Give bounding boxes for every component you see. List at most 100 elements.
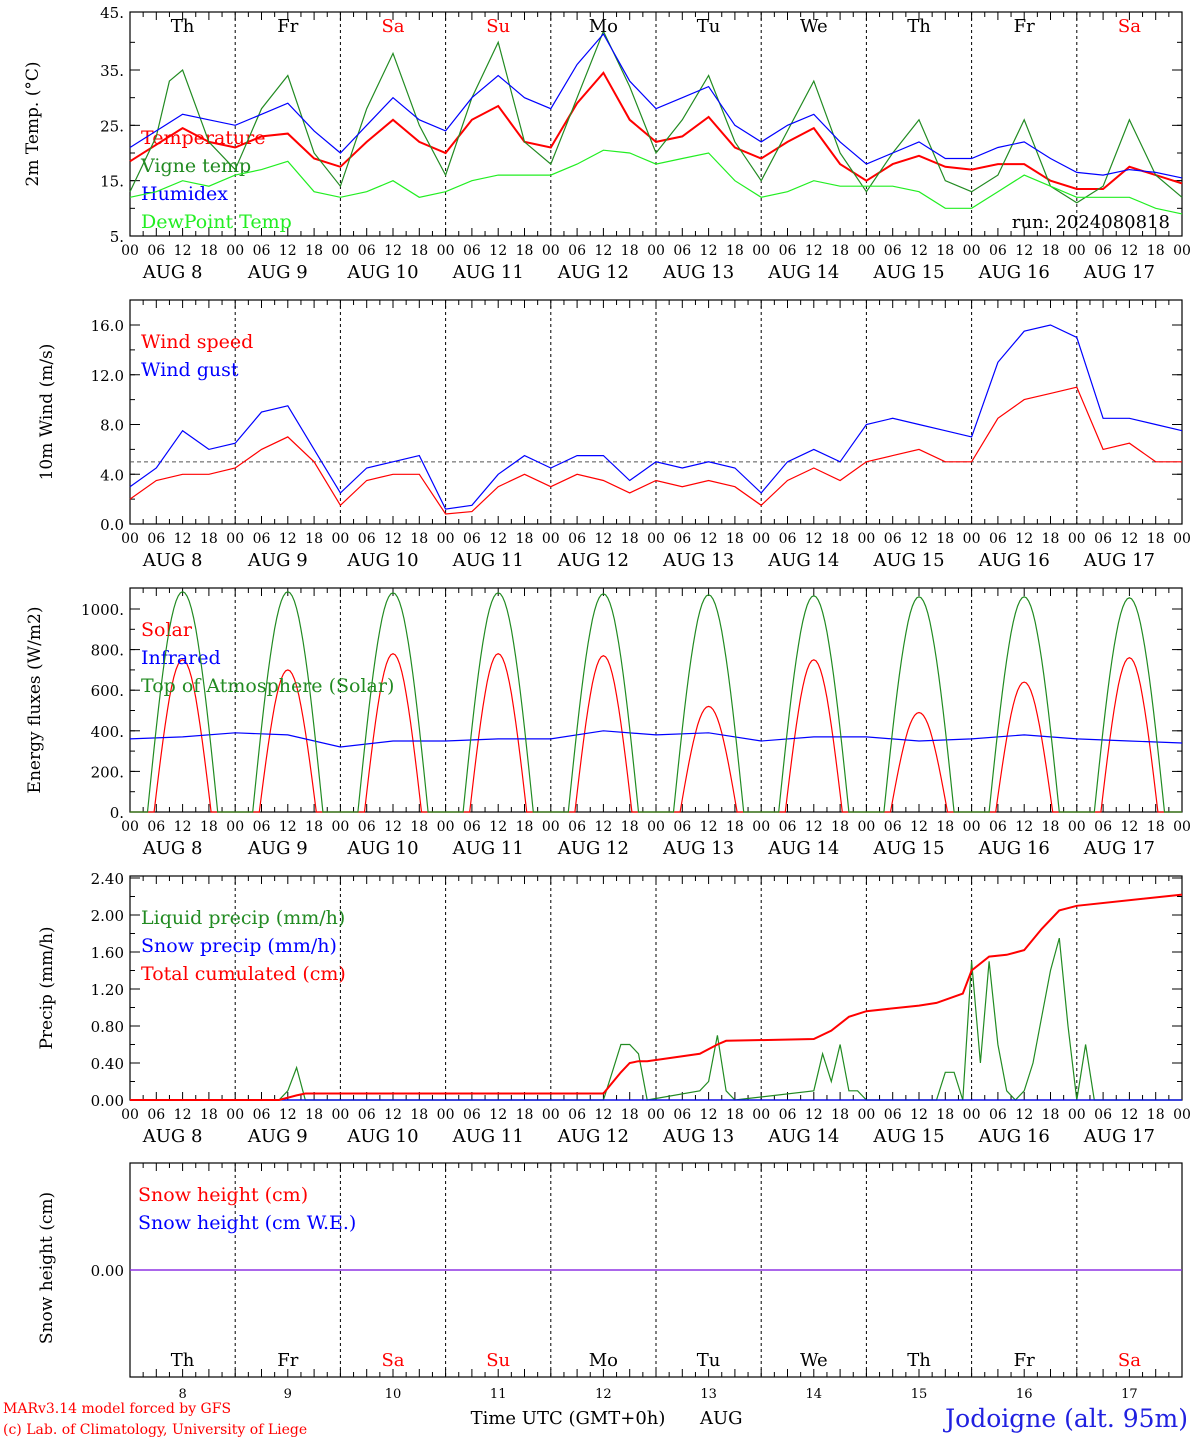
x-date-label: AUG 10 xyxy=(346,1126,418,1147)
x-date-label: AUG 9 xyxy=(247,838,308,859)
legend-entry: Temperature xyxy=(141,127,265,149)
day-label-bottom: Th xyxy=(907,1350,931,1371)
day-label-bottom: Su xyxy=(486,1350,510,1371)
x-hour-label: 12 xyxy=(489,243,507,259)
x-hour-label: 12 xyxy=(700,819,718,835)
x-hour-label: 18 xyxy=(726,1107,744,1123)
x-hour-label: 18 xyxy=(621,243,639,259)
day-label-top: We xyxy=(800,16,828,37)
x-hour-label: 12 xyxy=(489,1107,507,1123)
day-label-top: Sa xyxy=(381,16,404,37)
x-date-label: AUG 9 xyxy=(247,1126,308,1147)
day-label-top: Mo xyxy=(589,16,618,37)
day-label-top: Th xyxy=(171,16,195,37)
x-hour-label: 12 xyxy=(174,243,192,259)
day-label-top: Fr xyxy=(1014,16,1035,37)
x-date-label: AUG 15 xyxy=(872,838,944,859)
x-hour-label: 06 xyxy=(989,531,1007,547)
x-hour-label: 18 xyxy=(1147,1107,1165,1123)
x-hour-label: 06 xyxy=(147,243,165,259)
x-date-label: AUG 12 xyxy=(557,838,629,859)
x-hour-label: 00 xyxy=(857,243,875,259)
x-date-label: AUG 11 xyxy=(452,550,524,571)
y-tick-label: 400. xyxy=(91,723,124,741)
x-date-label: AUG 13 xyxy=(662,838,734,859)
y-tick-label: 1.60 xyxy=(91,944,124,962)
x-hour-label: 06 xyxy=(989,243,1007,259)
date-number-label: 17 xyxy=(1121,1387,1138,1402)
x-hour-label: 00 xyxy=(121,243,139,259)
x-hour-label: 06 xyxy=(884,819,902,835)
x-hour-label: 12 xyxy=(910,243,928,259)
x-hour-label: 06 xyxy=(253,819,271,835)
lab-credit: (c) Lab. of Climatology, University of L… xyxy=(3,1422,307,1438)
x-date-label: AUG 16 xyxy=(978,1126,1050,1147)
x-hour-label: 18 xyxy=(200,1107,218,1123)
date-number-label: 14 xyxy=(806,1387,823,1402)
x-hour-label: 12 xyxy=(594,1107,612,1123)
x-hour-label: 18 xyxy=(516,531,534,547)
x-hour-label: 00 xyxy=(647,819,665,835)
x-hour-label: 18 xyxy=(1042,243,1060,259)
x-hour-label: 00 xyxy=(857,819,875,835)
day-label-bottom: Sa xyxy=(1118,1350,1141,1371)
day-label-bottom: Fr xyxy=(1014,1350,1035,1371)
legend-entry: Liquid precip (mm/h) xyxy=(141,907,345,929)
day-label-bottom: Fr xyxy=(277,1350,298,1371)
panel-3: Energy fluxes (W/m2) 0. 200. 400. 600. 800. 10… xyxy=(25,587,1191,859)
x-hour-label: 12 xyxy=(384,1107,402,1123)
x-hour-label: 00 xyxy=(542,819,560,835)
y-tick-label: 25. xyxy=(100,117,124,135)
series-line-wind-speed xyxy=(129,386,1182,515)
x-date-label: AUG 11 xyxy=(452,262,524,283)
x-axis-title: Time UTC (GMT+0h) xyxy=(471,1408,666,1429)
x-hour-label: 06 xyxy=(253,531,271,547)
x-date-label: AUG 17 xyxy=(1083,1126,1155,1147)
y-tick-label: 0.0 xyxy=(100,516,124,534)
x-hour-label: 18 xyxy=(410,243,428,259)
x-hour-label: 00 xyxy=(226,819,244,835)
y-tick-label: 12.0 xyxy=(91,367,124,385)
x-hour-label: 12 xyxy=(910,819,928,835)
x-hour-label: 06 xyxy=(358,819,376,835)
x-date-label: AUG 15 xyxy=(872,1126,944,1147)
panel-frame xyxy=(129,11,1183,237)
x-hour-label: 00 xyxy=(752,819,770,835)
x-hour-label: 06 xyxy=(568,819,586,835)
x-hour-label: 18 xyxy=(1042,819,1060,835)
x-hour-label: 06 xyxy=(463,531,481,547)
x-date-label: AUG 12 xyxy=(557,1126,629,1147)
day-label-bottom: We xyxy=(800,1350,828,1371)
y-tick-label: 0.40 xyxy=(91,1055,124,1073)
x-hour-label: 00 xyxy=(542,243,560,259)
x-hour-label: 00 xyxy=(121,819,139,835)
x-hour-label: 06 xyxy=(779,243,797,259)
date-number-label: 11 xyxy=(490,1387,507,1402)
y-tick-label: 1.20 xyxy=(91,981,124,999)
series-line-infrared xyxy=(129,730,1183,748)
date-number-label: 15 xyxy=(911,1387,928,1402)
x-hour-label: 00 xyxy=(437,531,455,547)
x-hour-label: 18 xyxy=(936,1107,954,1123)
x-date-label: AUG 13 xyxy=(662,262,734,283)
x-hour-label: 00 xyxy=(752,531,770,547)
panel-1: 2m Temp. (°C) 5. 15. 25. 35. 45. Temperature Vi… xyxy=(23,4,1191,283)
x-hour-label: 12 xyxy=(489,819,507,835)
x-hour-label: 00 xyxy=(647,531,665,547)
x-hour-label: 12 xyxy=(384,819,402,835)
day-label-top: Th xyxy=(907,16,931,37)
x-date-label: AUG 9 xyxy=(247,262,308,283)
x-hour-label: 06 xyxy=(463,819,481,835)
x-hour-label: 00 xyxy=(331,243,349,259)
x-hour-label: 00 xyxy=(226,243,244,259)
x-hour-label: 00 xyxy=(331,1107,349,1123)
x-hour-label: 18 xyxy=(621,819,639,835)
x-hour-label: 00 xyxy=(963,531,981,547)
x-hour-label: 06 xyxy=(673,243,691,259)
day-label-top: Tu xyxy=(697,16,721,37)
x-date-label: AUG 13 xyxy=(662,1126,734,1147)
x-hour-label: 18 xyxy=(305,243,323,259)
x-hour-label: 00 xyxy=(1173,243,1191,259)
x-hour-label: 18 xyxy=(410,819,428,835)
